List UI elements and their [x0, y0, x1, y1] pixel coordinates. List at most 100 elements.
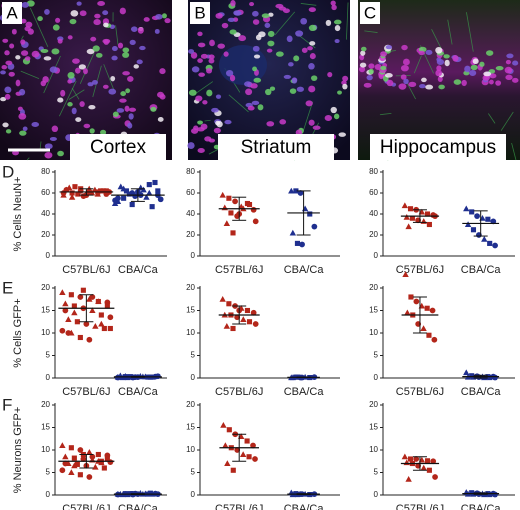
cell: [330, 0, 336, 6]
cell: [197, 31, 203, 37]
cell: [230, 0, 236, 7]
cell: [505, 74, 513, 81]
data-point: [74, 319, 80, 325]
cell: [108, 88, 117, 95]
data-point: [252, 456, 258, 462]
cell: [253, 54, 261, 59]
data-point: [140, 186, 147, 193]
cell: [495, 66, 504, 71]
cell: [233, 10, 241, 16]
y-tick-label: 0: [191, 373, 196, 382]
data-point: [469, 209, 475, 215]
cell: [191, 66, 200, 73]
cell: [470, 64, 478, 71]
fiber: [103, 64, 115, 91]
cell: [342, 83, 348, 90]
y-tick-label: 20: [186, 230, 195, 239]
region-label: Hippocampus: [380, 137, 496, 158]
data-point: [219, 191, 226, 198]
cell: [89, 128, 95, 134]
cell: [4, 50, 10, 56]
cell: [266, 48, 273, 53]
cell: [261, 13, 270, 19]
panel-letter: E: [2, 278, 13, 297]
y-tick-label: 60: [186, 188, 195, 197]
data-point: [487, 491, 493, 498]
image-row: A Cortex B Striatum C Hippocampus: [0, 0, 520, 161]
x-tick-label: C57BL/6J: [396, 264, 444, 276]
cell: [251, 100, 260, 105]
data-point: [89, 307, 96, 314]
data-point: [430, 458, 437, 465]
cell: [264, 22, 271, 28]
data-point: [294, 240, 301, 246]
cell: [69, 18, 77, 25]
cell: [485, 50, 494, 56]
cell: [15, 55, 21, 60]
cell: [161, 13, 167, 19]
x-tick-label: C57BL/6J: [62, 503, 110, 510]
cell: [75, 67, 81, 74]
data-point: [429, 307, 436, 314]
cell: [238, 35, 247, 42]
cell: [252, 66, 258, 72]
data-point: [115, 374, 121, 381]
cell: [24, 56, 31, 61]
cell: [117, 42, 124, 49]
cell: [92, 79, 98, 85]
y-tick-label: 60: [41, 188, 50, 197]
cell: [216, 121, 223, 128]
y-axis-label: % Neurons GFP+: [12, 407, 24, 494]
data-point: [289, 229, 297, 236]
cell: [247, 105, 255, 111]
cell: [5, 60, 13, 66]
cell: [90, 36, 97, 42]
cell: [200, 53, 208, 59]
cell: [245, 88, 253, 96]
y-tick-label: 15: [186, 423, 195, 432]
cell: [137, 27, 144, 34]
cell: [334, 24, 341, 32]
y-tick-label: 60: [369, 188, 378, 197]
y-tick-label: 40: [369, 209, 378, 218]
cell: [92, 45, 100, 52]
cell: [479, 61, 485, 67]
cell: [244, 81, 252, 87]
data-point: [77, 334, 83, 341]
data-point: [65, 330, 72, 336]
cell: [102, 10, 109, 16]
data-point: [222, 442, 229, 449]
cell: [331, 4, 337, 11]
cell: [31, 50, 40, 58]
y-tick-label: 15: [41, 306, 50, 315]
cell: [421, 77, 427, 83]
cell: [360, 46, 367, 52]
cell: [425, 84, 434, 90]
data-point: [68, 469, 75, 476]
cell: [127, 122, 133, 129]
cell: [188, 89, 197, 96]
cell: [217, 43, 226, 49]
fiber: [447, 19, 453, 45]
cell: [197, 42, 206, 48]
cell: [70, 10, 79, 17]
y-tick-label: 15: [186, 306, 195, 315]
cell: [408, 81, 417, 87]
cell: [444, 59, 450, 67]
panel-letter: B: [194, 3, 205, 22]
cell: [204, 136, 212, 142]
fiber: [21, 35, 24, 40]
data-point: [95, 298, 102, 305]
cell: [435, 69, 443, 77]
data-point: [149, 204, 155, 210]
cell: [265, 88, 272, 96]
cell: [197, 120, 203, 125]
cell: [229, 74, 236, 82]
y-tick-label: 80: [369, 167, 378, 176]
cell: [200, 123, 208, 130]
cell: [288, 62, 294, 67]
cell: [88, 104, 96, 110]
y-tick-label: 0: [46, 373, 51, 382]
y-tick-label: 20: [369, 400, 378, 409]
data-point: [408, 294, 414, 300]
